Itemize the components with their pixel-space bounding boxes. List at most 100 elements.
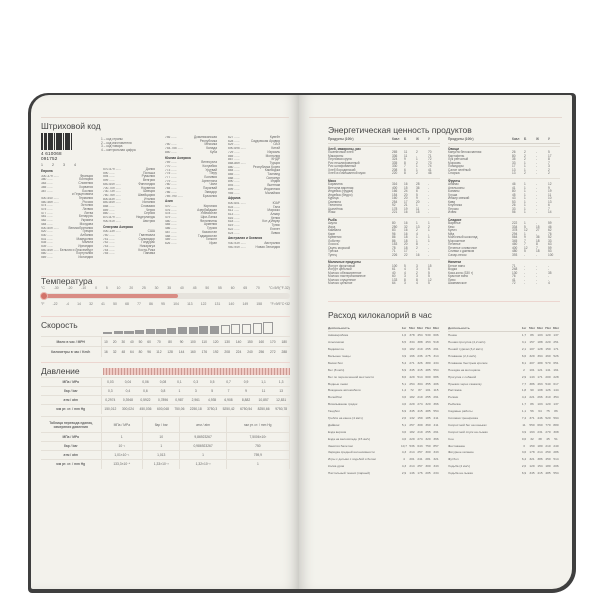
country-code-row: 868-869 ...... Турция xyxy=(228,161,280,166)
speed-title: Скорость xyxy=(41,320,78,330)
activity-row: Скоростной бег на коньках 11 550 660 770 880 xyxy=(448,421,560,428)
cell: 6 xyxy=(548,203,550,207)
cell: 21 xyxy=(404,203,408,207)
cell: Камбала xyxy=(328,228,341,232)
celsius-tick: 55 xyxy=(218,286,222,290)
cell: Пиво xyxy=(448,277,456,282)
celsius-tick: 20 xyxy=(129,286,134,290)
cell: 60 xyxy=(144,336,154,347)
country: Румыния xyxy=(141,174,155,179)
activity-row: Ходьба (4 км/ч) 2,6 129 154 180 206 xyxy=(448,463,560,470)
cell: 8 xyxy=(536,242,538,246)
code: 629 ...... xyxy=(228,143,240,147)
cell: 286 xyxy=(553,450,559,455)
cell: 1 xyxy=(142,441,181,451)
cell: 11 xyxy=(522,422,526,427)
cell: - xyxy=(536,157,538,161)
cell: 485 xyxy=(425,367,431,372)
country: Молдова xyxy=(79,221,93,226)
cell: 19 xyxy=(404,206,408,211)
cell: - xyxy=(524,281,526,285)
food-row: Пшеничный хлеб 265 11 2 70 xyxy=(328,150,440,155)
cell: 143 xyxy=(529,374,535,379)
cell: Вскапывание грядок xyxy=(328,402,358,407)
cell: 378 xyxy=(409,333,415,338)
cell: 76 xyxy=(512,274,516,278)
activity-row: Пешая прогулка (4,2 км/ч) 3,1 157 188 220 251 xyxy=(448,339,560,346)
cell: Акула xyxy=(328,221,337,225)
cell: 1 xyxy=(524,185,526,190)
cell: 41 xyxy=(428,167,432,172)
cell: Поездка на мотоцикле xyxy=(448,367,481,372)
cell: - xyxy=(536,206,538,211)
cell: 7 xyxy=(548,160,550,165)
cell: 0,5922 xyxy=(136,395,155,405)
cell: Пение xyxy=(448,333,458,338)
cell: 8,6 xyxy=(401,374,407,379)
cell: 257 xyxy=(417,450,423,455)
fahrenheit-tick: 113 xyxy=(187,302,193,306)
cell: 182 xyxy=(409,347,415,352)
cell: 222 xyxy=(512,221,518,225)
cell: - xyxy=(536,274,538,278)
country-code-row: 880 ...... Республика Корея xyxy=(228,164,280,170)
section-heading: Сладкое xyxy=(448,216,560,223)
cell: 100 xyxy=(548,252,554,257)
cell: Растяжка xyxy=(448,388,462,393)
cell: 2 xyxy=(428,224,430,229)
cell: 4,935 xyxy=(204,395,220,405)
cell: Плавание быстрым кролем xyxy=(448,360,488,365)
cell: 9 xyxy=(237,386,255,396)
cell: 254 xyxy=(409,381,415,386)
code: 867 ...... xyxy=(228,158,240,162)
cell: 219 xyxy=(417,395,423,400)
cell: Скоростной бег на коньках xyxy=(448,422,487,427)
code: 884 ...... xyxy=(228,169,240,173)
code: 626 ...... xyxy=(165,241,177,245)
activity-row: Скоростной спуск на лыжах 3,9 193 231 270 308 xyxy=(448,428,560,435)
pressure-row: атм / atm 0,2974 0,3948 0,5922 0,7896 0,987 2,… xyxy=(41,395,290,405)
country: КНДР xyxy=(271,157,280,162)
cell: - xyxy=(536,192,538,197)
header-cell: 70кг xyxy=(544,325,552,330)
header-cell: Б xyxy=(404,137,407,141)
cell: 5 xyxy=(428,270,430,275)
activity-row: Настольный теннис (парный) 2,9 146 176 205 23… xyxy=(328,470,440,477)
cell: 1 xyxy=(524,221,526,225)
country: Республика xyxy=(199,138,217,143)
food-row: Белое вино 71 - - - xyxy=(448,264,560,269)
code: 476 ...... xyxy=(165,208,177,212)
cell: 275 xyxy=(425,354,431,358)
cell: 226 xyxy=(392,252,398,257)
country-code-row: 478 ...... Узбекистан xyxy=(165,212,217,216)
cell: Ананас xyxy=(448,182,459,186)
cell: 176 xyxy=(417,471,423,476)
code: 773 ...... xyxy=(165,168,177,172)
food-row: Свинина 254 17 20- xyxy=(328,200,440,205)
cell: 11 xyxy=(254,386,273,396)
food-row: Печенье 460 7 8 63 xyxy=(448,242,560,247)
cell: 192 xyxy=(210,346,222,357)
cell: 274 xyxy=(417,436,423,441)
cell: 40 xyxy=(127,336,137,347)
activity-row: Пеший туризм (3,2 км/ч) 2,1 107 128 150 171 xyxy=(448,346,560,353)
cell: 1 xyxy=(101,432,144,442)
country: Республика Корея xyxy=(252,164,280,169)
header-cell: Б xyxy=(524,137,527,141)
pressure-row: мм рт. ст. / mm Hg 150,012 300,024 450,036 6… xyxy=(41,404,290,414)
cell: 9750,78 xyxy=(272,404,290,414)
code: 955 ...... xyxy=(228,191,240,195)
speed-table: Мили в час / MPH 10 20 30 40 50 60 70 80 90 100 110… xyxy=(41,336,290,357)
cell: 434 xyxy=(433,360,439,365)
code: 485 ...... xyxy=(165,223,177,227)
country: Кот-д'Ивуар xyxy=(262,219,280,224)
cell: 59 xyxy=(548,221,552,225)
cell: мм рт. ст. / mm Hg xyxy=(226,416,291,433)
cell: 45 xyxy=(512,192,516,197)
cell: - xyxy=(548,274,550,278)
cell: 72 xyxy=(512,281,516,285)
country: Канада xyxy=(206,146,217,151)
country: Бразилия xyxy=(202,193,217,198)
cell: 6,5 xyxy=(401,340,407,345)
country-code-row: и Герцеговина xyxy=(41,193,93,197)
